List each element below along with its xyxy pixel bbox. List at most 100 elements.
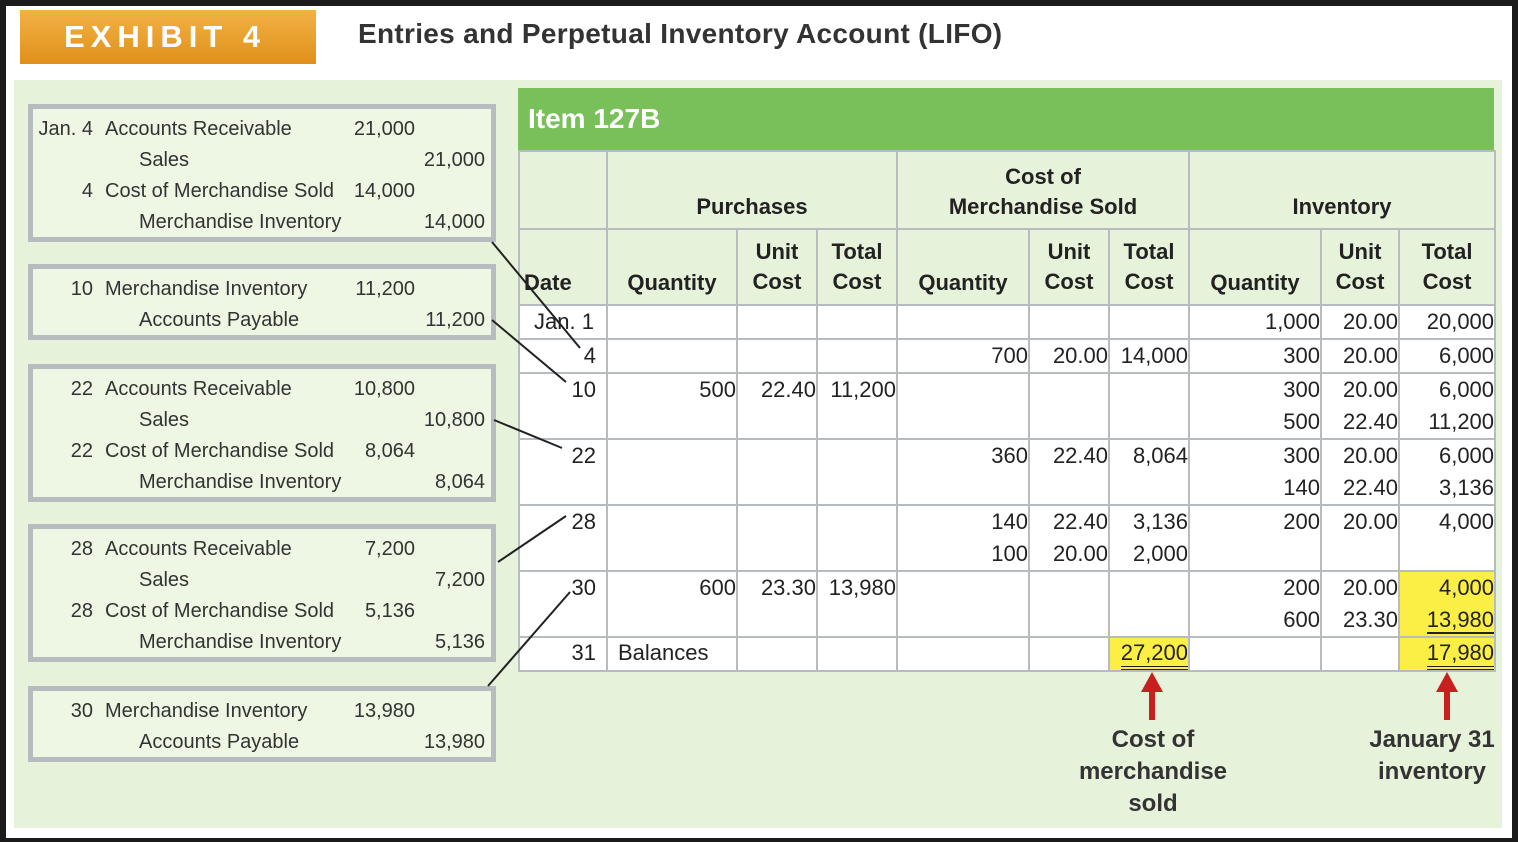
col-header-purchases-total-cost: Total Cost <box>816 228 898 306</box>
inventory-unit-cost: 20.00 23.30 <box>1320 570 1401 638</box>
journal-account: Sales <box>139 409 190 431</box>
journal-date: 22 <box>70 440 93 462</box>
cogs-unit-cost: 22.40 <box>1028 438 1110 506</box>
ledger-row: 30 600 23.30 13,980 200 600 20.00 23.30 4,000 13,… <box>518 570 1497 638</box>
col-header-cogs-total-cost: Total Cost <box>1107 228 1191 306</box>
journal-account: Accounts Receivable <box>105 538 292 560</box>
group-header-purchases: Purchases <box>606 150 898 230</box>
journal-line: Merchandise Inventory 5,136 <box>33 627 491 657</box>
journal-credit: 10,800 <box>423 409 485 431</box>
ledger-row: 28 140 100 22.40 20.00 3,136 2,000 200 20.00 4,00… <box>518 504 1497 572</box>
purchases-total-cost: 11,200 <box>816 372 898 440</box>
purchases-quantity <box>606 504 738 572</box>
journal-date: 22 <box>70 378 93 400</box>
journal-account: Accounts Payable <box>139 731 300 753</box>
ledger-table: Purchases Cost of Merchandise Sold Invent… <box>518 150 1497 672</box>
cogs-quantity <box>896 372 1030 440</box>
ledger-balance-row: 31 Balances 27,200 17,980 <box>518 636 1497 672</box>
journal-line: 28 Accounts Receivable 7,200 <box>33 534 491 564</box>
cogs-total-cost: 14,000 <box>1107 338 1191 374</box>
inventory-unit-cost: 20.00 22.40 <box>1320 438 1401 506</box>
purchases-unit-cost <box>736 504 818 572</box>
journal-date: 30 <box>70 700 93 722</box>
col-header-inventory-total-cost: Total Cost <box>1398 228 1497 306</box>
inventory-total-cost: 4,000 13,980 <box>1398 570 1497 638</box>
journal-line: 10 Merchandise Inventory 11,200 <box>33 274 491 304</box>
journal-account: Accounts Receivable <box>105 378 292 400</box>
journal-date: 10 <box>70 278 93 300</box>
journal-credit: 5,136 <box>434 631 485 653</box>
journal-line: 28 Cost of Merchandise Sold 5,136 <box>33 596 491 626</box>
journal-line: 22 Cost of Merchandise Sold 8,064 <box>33 436 491 466</box>
journal-account: Merchandise Inventory <box>139 211 342 233</box>
journal-debit: 13,980 <box>353 700 415 722</box>
cogs-quantity: 700 <box>896 338 1030 374</box>
group-header-inventory: Inventory <box>1188 150 1497 230</box>
purchases-unit-cost <box>736 338 818 374</box>
journal-entry-box: Jan. 4 Accounts Receivable 21,000 Sales 21,0… <box>28 104 496 242</box>
purchases-quantity: 500 <box>606 372 738 440</box>
journal-date: 28 <box>70 600 93 622</box>
cogs-unit-cost <box>1028 372 1110 440</box>
journal-debit: 11,200 <box>355 278 415 300</box>
purchases-total-cost <box>816 504 898 572</box>
cogs-total-cost: 3,136 2,000 <box>1107 504 1191 572</box>
journal-credit: 8,064 <box>434 471 485 493</box>
cogs-total-cost: 8,064 <box>1107 438 1191 506</box>
ledger-row-date: 4 <box>518 338 608 374</box>
journal-credit: 21,000 <box>423 149 485 171</box>
journal-debit: 21,000 <box>353 118 415 140</box>
inventory-unit-cost: 20.00 22.40 <box>1320 372 1401 440</box>
journal-date: 4 <box>81 180 93 202</box>
inventory-total-cost: 6,000 <box>1398 338 1497 374</box>
inventory-quantity: 300 500 <box>1188 372 1323 440</box>
cogs-total-cost <box>1107 372 1191 440</box>
inventory-quantity: 1,000 <box>1188 304 1323 340</box>
inventory-unit-cost: 20.00 <box>1320 504 1401 572</box>
journal-debit: 5,136 <box>364 600 415 622</box>
journal-line: Sales 7,200 <box>33 565 491 595</box>
inventory-quantity: 200 <box>1188 504 1323 572</box>
balance-empty <box>896 636 1030 672</box>
journal-debit: 8,064 <box>364 440 415 462</box>
journal-account: Sales <box>139 569 190 591</box>
inventory-quantity: 300 <box>1188 338 1323 374</box>
cogs-quantity: 140 100 <box>896 504 1030 572</box>
purchases-total-cost <box>816 438 898 506</box>
callout-cost-of-merchandise-sold: Cost of merchandise sold <box>1078 726 1228 817</box>
cogs-total-cost <box>1107 570 1191 638</box>
journal-credit: 7,200 <box>434 569 485 591</box>
balance-inventory-total: 17,980 <box>1398 636 1497 672</box>
ledger-row: 10 500 22.40 11,200 300 500 20.00 22.40 6,000 11,… <box>518 372 1497 440</box>
journal-line: 22 Accounts Receivable 10,800 <box>33 374 491 404</box>
purchases-unit-cost: 23.30 <box>736 570 818 638</box>
balance-empty <box>1320 636 1401 672</box>
journal-account: Sales <box>139 149 190 171</box>
exhibit-label: EXHIBIT 4 <box>20 10 316 64</box>
balance-cogs-total: 27,200 <box>1107 636 1191 672</box>
journal-line: Sales 21,000 <box>33 145 491 175</box>
col-header-inventory-unit-cost: Unit Cost <box>1320 228 1401 306</box>
inventory-total-cost: 20,000 <box>1398 304 1497 340</box>
ledger-row-date: Jan. 1 <box>518 304 608 340</box>
journal-credit: 11,200 <box>425 309 485 331</box>
purchases-total-cost: 13,980 <box>816 570 898 638</box>
balance-date: 31 <box>518 636 608 672</box>
journal-line: Jan. 4 Accounts Receivable 21,000 <box>33 114 491 144</box>
journal-account: Merchandise Inventory <box>105 700 308 722</box>
ledger-item-title: Item 127B <box>518 88 1494 150</box>
ledger-row-date: 30 <box>518 570 608 638</box>
inventory-total-cost: 6,000 11,200 <box>1398 372 1497 440</box>
col-header-cogs-quantity: Quantity <box>896 228 1030 306</box>
journal-entry-box: 28 Accounts Receivable 7,200 Sales 7,200 28 Co… <box>28 524 496 662</box>
balance-label: Balances <box>606 636 738 672</box>
ledger-row: Jan. 1 1,000 20.00 20,000 <box>518 304 1497 340</box>
journal-debit: 7,200 <box>364 538 415 560</box>
cogs-quantity: 360 <box>896 438 1030 506</box>
col-header-purchases-unit-cost: Unit Cost <box>736 228 818 306</box>
cogs-quantity <box>896 304 1030 340</box>
journal-line: Accounts Payable 13,980 <box>33 727 491 757</box>
journal-account: Merchandise Inventory <box>105 278 308 300</box>
ledger-row-date: 10 <box>518 372 608 440</box>
journal-debit: 14,000 <box>353 180 415 202</box>
